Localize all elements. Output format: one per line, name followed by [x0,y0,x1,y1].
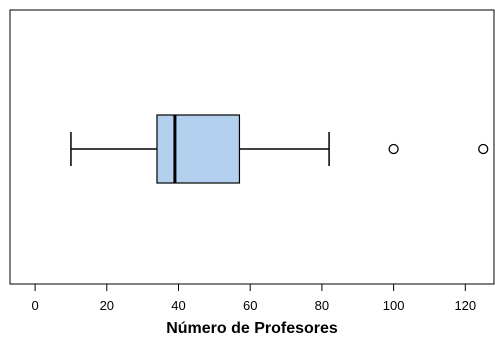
x-tick-label: 20 [100,298,114,313]
iqr-box [156,114,241,184]
x-tick-label: 80 [315,298,329,313]
outlier-point-2 [478,143,489,155]
x-tick-label: 40 [171,298,185,313]
outlier-point-1 [388,143,399,155]
plot-frame [9,9,495,285]
x-tick-label: 60 [243,298,257,313]
x-tick-label: 100 [383,298,405,313]
x-tick-label: 0 [31,298,38,313]
x-tick-label: 120 [454,298,476,313]
x-axis-title: Número de Profesores [166,320,338,337]
